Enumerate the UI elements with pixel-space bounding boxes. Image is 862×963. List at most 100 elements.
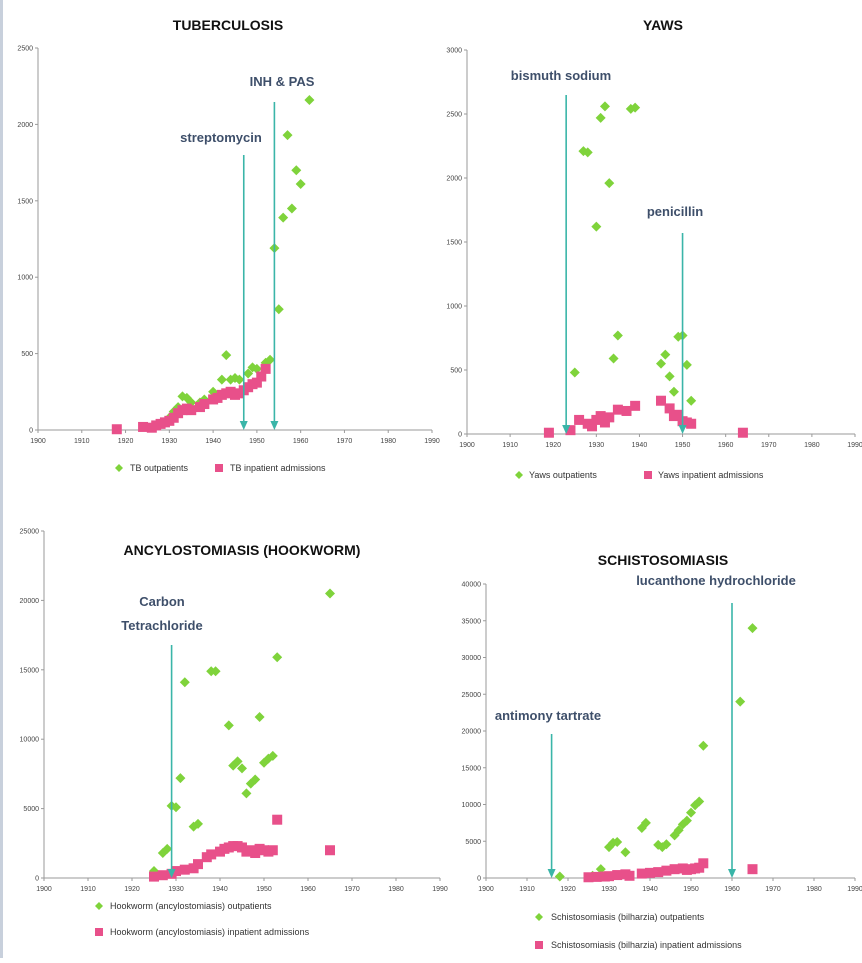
outpatient-point xyxy=(599,101,610,112)
chart-title: TUBERCULOSIS xyxy=(173,17,283,33)
x-tick-label: 1960 xyxy=(300,886,316,893)
outpatient-point xyxy=(291,165,302,176)
x-tick-label: 1940 xyxy=(642,886,658,893)
annotation-label: INH & PAS xyxy=(250,74,315,89)
outpatient-point xyxy=(254,711,265,722)
inpatient-point xyxy=(591,871,602,882)
x-tick-label: 1900 xyxy=(478,886,494,893)
page-left-rule xyxy=(0,0,3,958)
inpatient-point xyxy=(565,425,576,436)
outpatient-point xyxy=(630,102,641,113)
y-tick-label: 500 xyxy=(21,351,33,358)
inpatient-point xyxy=(256,371,267,382)
inpatient-point xyxy=(599,417,610,428)
inpatient-point xyxy=(193,859,203,870)
x-tick-label: 1960 xyxy=(718,442,734,449)
outpatient-point xyxy=(608,353,619,364)
y-tick-label: 2000 xyxy=(446,176,462,183)
y-tick-label: 15000 xyxy=(20,667,40,674)
outpatient-point xyxy=(273,304,284,315)
y-tick-label: 5000 xyxy=(465,839,481,846)
x-tick-label: 1920 xyxy=(560,886,576,893)
outpatient-point xyxy=(272,652,283,663)
y-tick-label: 0 xyxy=(458,432,462,439)
annotation-label: Carbon xyxy=(139,594,185,609)
inpatient-point xyxy=(157,870,168,881)
inpatient-point xyxy=(612,870,623,881)
y-tick-label: 30000 xyxy=(462,655,482,662)
y-tick-label: 20000 xyxy=(462,729,482,736)
outpatient-point xyxy=(179,677,190,688)
inpatient-point xyxy=(612,404,623,415)
annotation-arrowhead xyxy=(678,425,687,434)
x-tick-label: 1940 xyxy=(212,886,228,893)
x-tick-label: 1970 xyxy=(765,886,781,893)
inpatient-point xyxy=(149,871,159,882)
inpatient-point xyxy=(583,872,594,883)
legend-swatch-outpatients xyxy=(95,902,103,910)
outpatient-point xyxy=(591,221,602,232)
chart-title: ANCYLOSTOMIASIS (HOOKWORM) xyxy=(124,542,361,558)
inpatient-point xyxy=(267,845,278,856)
x-tick-label: 1940 xyxy=(205,438,221,445)
chart-panel-1: TUBERCULOSIS 0 500 1000 1500 2000 2500 1900 1910… xyxy=(17,17,439,473)
y-tick-label: 1000 xyxy=(17,275,33,282)
inpatient-point xyxy=(199,399,210,410)
outpatient-point xyxy=(223,720,234,731)
y-tick-label: 0 xyxy=(29,428,33,435)
x-tick-label: 1990 xyxy=(424,438,440,445)
x-tick-label: 1930 xyxy=(162,438,178,445)
inpatient-point xyxy=(179,864,190,875)
outpatient-point xyxy=(221,350,232,361)
outpatient-point xyxy=(656,358,666,369)
inpatient-point xyxy=(206,849,217,860)
inpatient-point xyxy=(604,871,614,882)
outpatient-point xyxy=(250,774,261,785)
x-tick-label: 1920 xyxy=(545,442,561,449)
outpatient-point xyxy=(660,349,671,360)
outpatient-point xyxy=(681,815,692,826)
inpatient-point xyxy=(673,409,684,420)
annotation-arrowhead xyxy=(728,869,736,878)
inpatient-point xyxy=(624,870,635,881)
x-tick-label: 1970 xyxy=(761,442,777,449)
x-tick-label: 1970 xyxy=(337,438,353,445)
outpatient-point xyxy=(216,374,227,385)
inpatient-point xyxy=(656,395,666,406)
inpatient-point xyxy=(595,411,606,422)
x-tick-label: 1990 xyxy=(847,886,862,893)
legend-label: Yaws inpatient admissions xyxy=(658,470,764,480)
legend-label: TB inpatient admissions xyxy=(230,463,326,473)
annotation-label: lucanthone hydrochloride xyxy=(636,573,796,588)
y-tick-label: 20000 xyxy=(20,598,40,605)
annotation-label: penicillin xyxy=(647,204,703,219)
chart-panel-4: SCHISTOSOMIASIS 0 5000 10000 15000 20000 25000… xyxy=(462,552,862,950)
x-tick-label: 1950 xyxy=(683,886,699,893)
inpatient-point xyxy=(621,405,632,416)
outpatient-point xyxy=(735,696,746,707)
x-tick-label: 1910 xyxy=(502,442,518,449)
inpatient-point xyxy=(543,427,554,438)
x-tick-label: 1970 xyxy=(344,886,360,893)
inpatient-point xyxy=(636,868,647,879)
chart-panel-3: ANCYLOSTOMIASIS (HOOKWORM) 0 5000 10000 1500… xyxy=(20,529,448,938)
chart-title: SCHISTOSOMIASIS xyxy=(598,552,728,568)
outpatient-point xyxy=(232,756,243,767)
outpatient-point xyxy=(265,354,276,365)
outpatient-point xyxy=(325,588,335,599)
annotation-arrowhead xyxy=(239,421,248,430)
legend-swatch-inpatients xyxy=(95,928,103,936)
x-tick-label: 1930 xyxy=(589,442,605,449)
inpatient-point xyxy=(251,377,262,388)
outpatient-point xyxy=(686,395,697,406)
legend-swatch-inpatients xyxy=(644,471,652,479)
outpatient-point xyxy=(267,750,278,761)
x-tick-label: 1950 xyxy=(249,438,265,445)
inpatient-point xyxy=(661,865,672,876)
annotation-arrowhead xyxy=(167,869,176,878)
x-tick-label: 1920 xyxy=(118,438,134,445)
x-tick-label: 1940 xyxy=(632,442,648,449)
inpatient-point xyxy=(604,412,615,423)
